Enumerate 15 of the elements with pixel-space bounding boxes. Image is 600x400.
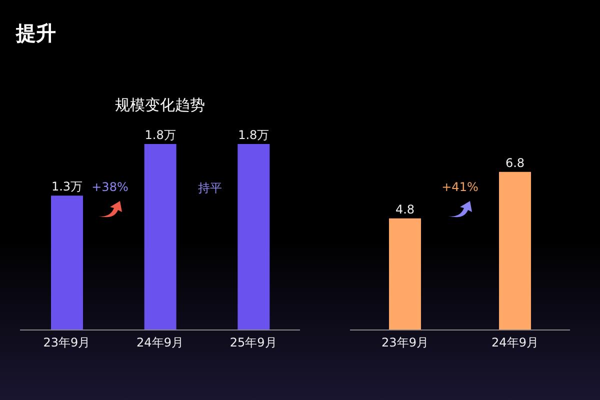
- chart-subtitle: 规模变化趋势: [114, 95, 206, 116]
- data-label: 1.8万: [238, 128, 270, 142]
- x-tick-label: 24年9月: [136, 336, 184, 350]
- data-label: 6.8: [505, 156, 525, 170]
- data-label: 1.3万: [51, 180, 83, 194]
- annotation: 持平: [197, 180, 223, 197]
- annotation: +41%: [440, 180, 480, 194]
- x-tick-label: 24年9月: [492, 336, 538, 350]
- data-label: 1.8万: [144, 128, 176, 142]
- chart-title: 提升: [14, 20, 57, 47]
- data-label: 4.8: [395, 202, 415, 216]
- x-tick-label: 25年9月: [230, 336, 277, 350]
- x-tick-label: 23年9月: [382, 336, 428, 350]
- x-tick-label: 23年9月: [43, 336, 90, 350]
- annotation: +38%: [90, 180, 130, 194]
